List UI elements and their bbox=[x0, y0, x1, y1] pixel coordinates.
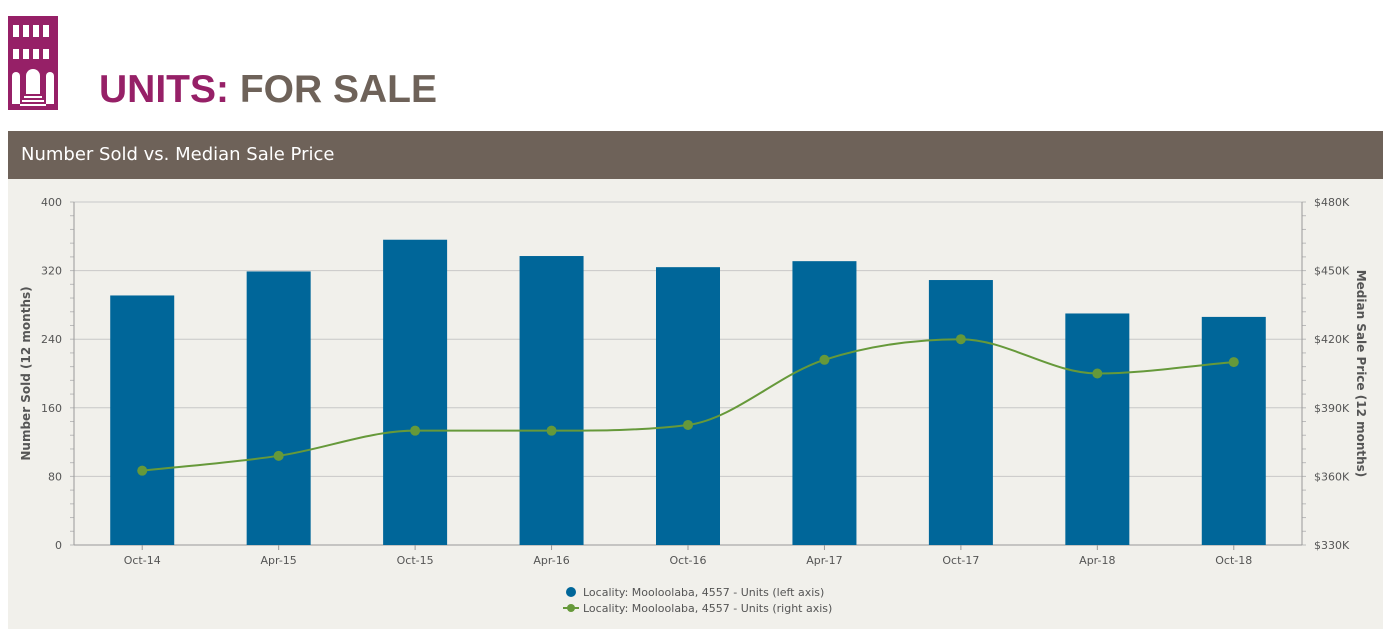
x-tick-label: Apr-16 bbox=[533, 554, 569, 567]
median-price-point bbox=[546, 425, 557, 436]
page-title-category: UNITS: bbox=[99, 68, 229, 111]
y-tick-label-left: 80 bbox=[48, 470, 62, 483]
y-tick-label-left: 0 bbox=[55, 539, 62, 552]
x-tick-label: Apr-17 bbox=[806, 554, 842, 567]
bar bbox=[792, 261, 857, 545]
x-tick-label: Oct-14 bbox=[124, 554, 161, 567]
y-axis-title-right: Median Sale Price (12 months) bbox=[1354, 270, 1368, 478]
chart-panel-header: Number Sold vs. Median Sale Price bbox=[8, 131, 1383, 179]
bar bbox=[1201, 316, 1266, 545]
x-tick-label: Oct-17 bbox=[942, 554, 979, 567]
y-tick-label-right: $480K bbox=[1314, 196, 1350, 209]
median-price-point bbox=[273, 450, 284, 461]
legend-line-point bbox=[567, 604, 575, 612]
building-facade-icon bbox=[5, 16, 61, 110]
median-price-point bbox=[955, 334, 966, 345]
y-tick-label-right: $450K bbox=[1314, 265, 1350, 278]
y-tick-label-right: $420K bbox=[1314, 333, 1350, 346]
median-price-point bbox=[683, 419, 693, 430]
bar bbox=[519, 256, 584, 545]
x-tick-label: Oct-18 bbox=[1215, 554, 1252, 567]
median-price-point bbox=[1092, 368, 1103, 379]
x-tick-label: Oct-15 bbox=[397, 554, 434, 567]
y-tick-label-left: 240 bbox=[41, 333, 62, 346]
y-tick-label-right: $330K bbox=[1314, 539, 1350, 552]
legend-label-line: Locality: Mooloolaba, 4557 - Units (righ… bbox=[583, 602, 832, 615]
x-tick-label: Apr-18 bbox=[1079, 554, 1115, 567]
median-price-point bbox=[410, 425, 421, 436]
x-tick-label: Oct-16 bbox=[670, 554, 707, 567]
y-tick-label-right: $390K bbox=[1314, 402, 1350, 415]
median-price-point bbox=[137, 465, 148, 476]
bar bbox=[246, 271, 311, 545]
y-tick-label-left: 160 bbox=[41, 402, 62, 415]
bar bbox=[1065, 313, 1130, 545]
y-tick-label-right: $360K bbox=[1314, 470, 1350, 483]
bar bbox=[383, 239, 448, 545]
y-tick-label-left: 400 bbox=[41, 196, 62, 209]
chart-panel: Number Sold vs. Median Sale Price 0 $330K… bbox=[8, 131, 1383, 629]
combo-chart: 0 $330K 80 $360K 160 $390K 240 $420K 320 $450K 400… bbox=[19, 196, 1368, 615]
bar bbox=[656, 267, 720, 545]
chart-title: Number Sold vs. Median Sale Price bbox=[21, 144, 335, 165]
median-price-point bbox=[1228, 357, 1239, 368]
legend-label-bars: Locality: Mooloolaba, 4557 - Units (left… bbox=[583, 586, 824, 599]
bar bbox=[928, 280, 993, 545]
y-axis-title-left: Number Sold (12 months) bbox=[19, 286, 33, 460]
bar bbox=[110, 295, 175, 545]
page-title: UNITS: FOR SALE bbox=[99, 66, 437, 114]
y-tick-label-left: 320 bbox=[41, 265, 62, 278]
page-title-subject: FOR SALE bbox=[239, 68, 438, 111]
x-tick-label: Apr-15 bbox=[261, 554, 297, 567]
median-price-point bbox=[819, 354, 830, 365]
legend-bar-marker bbox=[566, 587, 576, 597]
